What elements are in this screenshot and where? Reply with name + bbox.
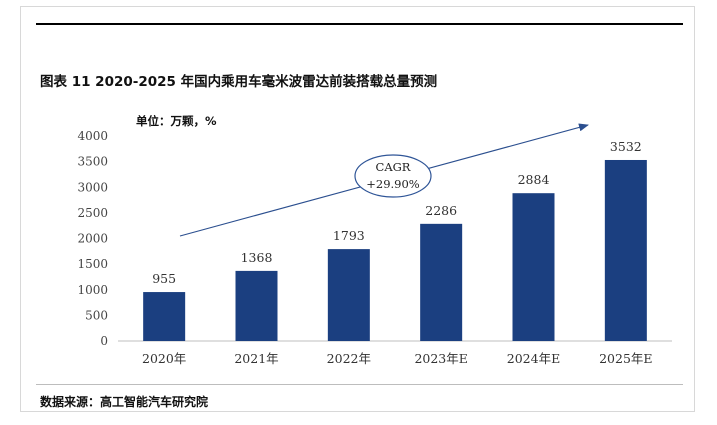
y-tick-label: 3000 — [77, 180, 108, 194]
bar — [512, 193, 555, 341]
y-tick-label: 4000 — [77, 129, 108, 143]
y-tick-label: 1000 — [77, 283, 108, 297]
data-label: 955 — [152, 271, 176, 286]
top-rule — [36, 23, 683, 25]
cagr-annotation: CAGR +29.90% — [354, 154, 432, 198]
bar — [235, 270, 278, 341]
x-tick-label: 2020年 — [142, 351, 186, 366]
y-tick-label: 2000 — [77, 232, 108, 246]
bottom-rule — [36, 384, 683, 385]
x-tick-label: 2024年E — [507, 351, 560, 366]
y-tick-label: 500 — [85, 308, 108, 322]
x-tick-label: 2023年E — [414, 351, 467, 366]
y-axis: 0 500 1000 1500 2000 2500 3000 3500 4000 — [77, 129, 108, 348]
bar — [420, 223, 463, 341]
cagr-label: CAGR — [376, 160, 411, 174]
y-tick-label: 0 — [100, 334, 108, 348]
x-tick-label: 2021年 — [234, 351, 278, 366]
data-label: 1368 — [241, 250, 273, 265]
figure-frame — [20, 6, 695, 412]
cagr-value: +29.90% — [366, 177, 420, 191]
data-label: 2286 — [425, 203, 457, 218]
cagr-ellipse — [354, 154, 432, 198]
x-tick-label: 2025年E — [599, 351, 652, 366]
y-tick-label: 1500 — [77, 257, 108, 271]
x-tick-label: 2022年 — [327, 351, 371, 366]
data-label: 1793 — [333, 228, 365, 243]
figure-title: 图表 11 2020-2025 年国内乘用车毫米波雷达前装搭载总量预测 — [40, 74, 438, 90]
source-label: 数据来源：高工智能汽车研究院 — [40, 395, 209, 409]
x-axis: 2020年 2021年 2022年 2023年E 2024年E 2025年E — [118, 340, 672, 366]
y-tick-label: 2500 — [77, 206, 108, 220]
bar — [604, 159, 647, 341]
unit-label: 单位：万颗，% — [136, 114, 217, 128]
bar — [327, 249, 370, 341]
bars-group — [143, 159, 647, 341]
data-labels-group: 955 1368 1793 2286 2884 3532 — [152, 139, 642, 286]
data-label: 2884 — [518, 172, 550, 187]
y-tick-label: 3500 — [77, 155, 108, 169]
data-label: 3532 — [610, 139, 642, 154]
bar — [143, 292, 186, 341]
